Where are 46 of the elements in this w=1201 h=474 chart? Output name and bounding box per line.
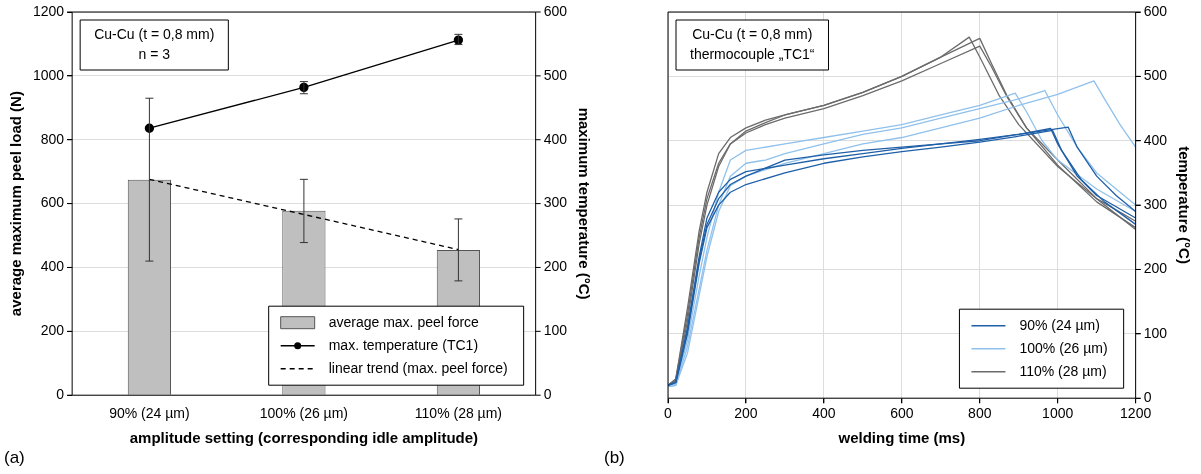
x-tick-label: 600 <box>890 405 914 422</box>
x-axis-title: amplitude setting (corresponding idle amplitude) <box>129 429 479 447</box>
y2-tick-label: 600 <box>1143 2 1168 19</box>
y2-tick-label: 200 <box>543 258 568 275</box>
y2-tick-label: 0 <box>543 386 552 403</box>
y-tick-label: 0 <box>56 386 65 403</box>
y-tick-label: 600 <box>40 194 65 211</box>
legend-label: average max. peel force <box>328 313 480 330</box>
y-tick-label: 1200 <box>32 2 65 19</box>
x-tick-label: 200 <box>734 405 758 422</box>
y2-tick-label: 500 <box>543 66 568 83</box>
text: (b) <box>604 447 625 467</box>
annotation: Cu-Cu (t = 0,8 mm) n = 3 <box>94 25 215 62</box>
x-tick-label: 400 <box>812 405 836 422</box>
y2-tick-label: 300 <box>1143 195 1168 212</box>
y2-axis-title: temperature (°C) <box>1175 146 1193 264</box>
annotation: Cu-Cu (t = 0,8 mm) thermocouple „TC1“ <box>689 25 815 62</box>
y2-tick-label: 400 <box>543 130 568 147</box>
legend-label: 110% (28 µm) <box>1019 362 1107 379</box>
y2-tick-label: 100 <box>1143 324 1168 341</box>
legend-label: max. temperature (TC1) <box>328 336 479 353</box>
y2-tick-label: 500 <box>1143 67 1168 84</box>
y2-tick-label: 300 <box>543 194 568 211</box>
x-tick-label: 1000 <box>1042 405 1074 422</box>
y-tick-label: 400 <box>40 258 65 275</box>
x-tick-label: 100% (26 µm) <box>259 405 348 422</box>
y-tick-label: 1000 <box>32 66 65 83</box>
y2-axis-title: maximum temperature (°C) <box>575 107 593 300</box>
y2-tick-label: 400 <box>1143 131 1168 148</box>
y-tick-label: 200 <box>40 322 65 339</box>
y-tick-label: 800 <box>40 130 65 147</box>
y-axis-title: average maximum peel load (N) <box>7 91 25 317</box>
legend-label: 90% (24 µm) <box>1019 316 1100 333</box>
x-tick-label: 110% (28 µm) <box>414 405 502 422</box>
y2-tick-label: 100 <box>543 322 568 339</box>
legend-label: 100% (26 µm) <box>1019 339 1108 356</box>
y2-tick-label: 600 <box>543 2 568 19</box>
x-tick-label: 0 <box>664 405 673 422</box>
legend-label: linear trend (max. peel force) <box>328 359 508 376</box>
x-axis-title: welding time (ms) <box>837 429 966 447</box>
y2-tick-label: 0 <box>1143 389 1152 406</box>
x-tick-label: 1200 <box>1120 405 1152 422</box>
text: (a) <box>4 447 25 467</box>
y2-tick-label: 200 <box>1143 260 1168 277</box>
x-tick-label: 800 <box>968 405 992 422</box>
x-tick-label: 90% (24 µm) <box>109 405 190 422</box>
